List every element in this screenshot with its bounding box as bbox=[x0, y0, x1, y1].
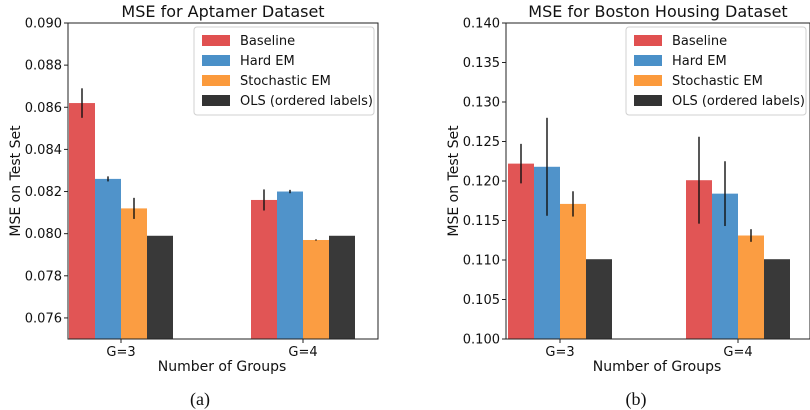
figure-caption: (b) bbox=[626, 389, 647, 410]
y-tick-label: 0.105 bbox=[463, 293, 500, 308]
x-axis-label: Number of Groups bbox=[593, 359, 722, 375]
y-tick-label: 0.084 bbox=[25, 143, 62, 158]
y-axis-label: MSE on Test Set bbox=[446, 125, 462, 237]
x-tick-label: G=3 bbox=[545, 345, 574, 360]
figure-caption: (a) bbox=[190, 389, 210, 410]
bar bbox=[764, 259, 790, 339]
legend-swatch bbox=[634, 95, 662, 106]
legend-box bbox=[625, 26, 807, 116]
y-tick-label: 0.078 bbox=[25, 269, 62, 284]
x-tick-label: G=4 bbox=[723, 345, 752, 360]
bar bbox=[277, 191, 303, 339]
legend-swatch bbox=[202, 75, 230, 86]
legend-label: OLS (ordered labels) bbox=[672, 94, 805, 109]
legend-label: Baseline bbox=[672, 34, 727, 49]
bar bbox=[560, 203, 586, 339]
bar bbox=[303, 239, 329, 339]
legend-swatch bbox=[634, 75, 662, 86]
bar bbox=[121, 208, 147, 339]
bar bbox=[738, 235, 764, 339]
chart-title: MSE for Aptamer Dataset bbox=[121, 2, 324, 21]
bar bbox=[251, 199, 277, 339]
y-tick-label: 0.125 bbox=[463, 135, 500, 150]
legend-swatch bbox=[634, 55, 662, 66]
y-tick-label: 0.088 bbox=[25, 59, 62, 74]
y-tick-label: 0.076 bbox=[25, 311, 62, 326]
y-tick-label: 0.080 bbox=[25, 227, 62, 242]
x-tick-label: G=3 bbox=[106, 345, 135, 360]
y-tick-label: 0.120 bbox=[463, 175, 500, 190]
bar bbox=[147, 235, 173, 339]
axes-frame bbox=[67, 22, 379, 340]
bar bbox=[95, 178, 121, 339]
y-tick-label: 0.115 bbox=[463, 214, 500, 229]
legend: Baseline Hard EM Stochastic EM OLS (ordered… bbox=[193, 26, 375, 116]
y-tick-label: 0.082 bbox=[25, 185, 62, 200]
chart-panel-a: 0.076 0.078 0.080 0.082 0.084 0.086 0.088 0.090… bbox=[8, 2, 379, 410]
y-axis-label: MSE on Test Set bbox=[8, 125, 24, 237]
chart-panel-b: 0.100 0.105 0.110 0.115 0.120 0.125 0.130 0.135… bbox=[446, 2, 810, 410]
y-tick-label: 0.135 bbox=[463, 56, 500, 71]
bar bbox=[69, 103, 95, 339]
legend-label: Stochastic EM bbox=[672, 74, 763, 89]
legend-box bbox=[193, 26, 375, 116]
y-tick-label: 0.100 bbox=[463, 333, 500, 348]
legend-label: OLS (ordered labels) bbox=[240, 94, 373, 109]
legend-label: Baseline bbox=[240, 34, 295, 49]
chart-title: MSE for Boston Housing Dataset bbox=[528, 2, 787, 21]
y-tick-label: 0.086 bbox=[25, 101, 62, 116]
legend-swatch bbox=[202, 95, 230, 106]
y-tick-label: 0.140 bbox=[463, 17, 500, 32]
legend-label: Hard EM bbox=[672, 54, 727, 69]
legend-swatch bbox=[202, 55, 230, 66]
y-tick-label: 0.090 bbox=[25, 17, 62, 32]
legend-swatch bbox=[634, 35, 662, 46]
legend-swatch bbox=[202, 35, 230, 46]
bar bbox=[586, 259, 612, 339]
bar bbox=[508, 163, 534, 339]
x-axis-label: Number of Groups bbox=[158, 359, 287, 375]
bar bbox=[329, 235, 355, 339]
legend-label: Hard EM bbox=[240, 54, 295, 69]
y-tick-label: 0.110 bbox=[463, 254, 500, 269]
legend-label: Stochastic EM bbox=[240, 74, 331, 89]
x-tick-label: G=4 bbox=[288, 345, 317, 360]
y-tick-label: 0.130 bbox=[463, 96, 500, 111]
legend: Baseline Hard EM Stochastic EM OLS (ordered… bbox=[625, 26, 807, 116]
